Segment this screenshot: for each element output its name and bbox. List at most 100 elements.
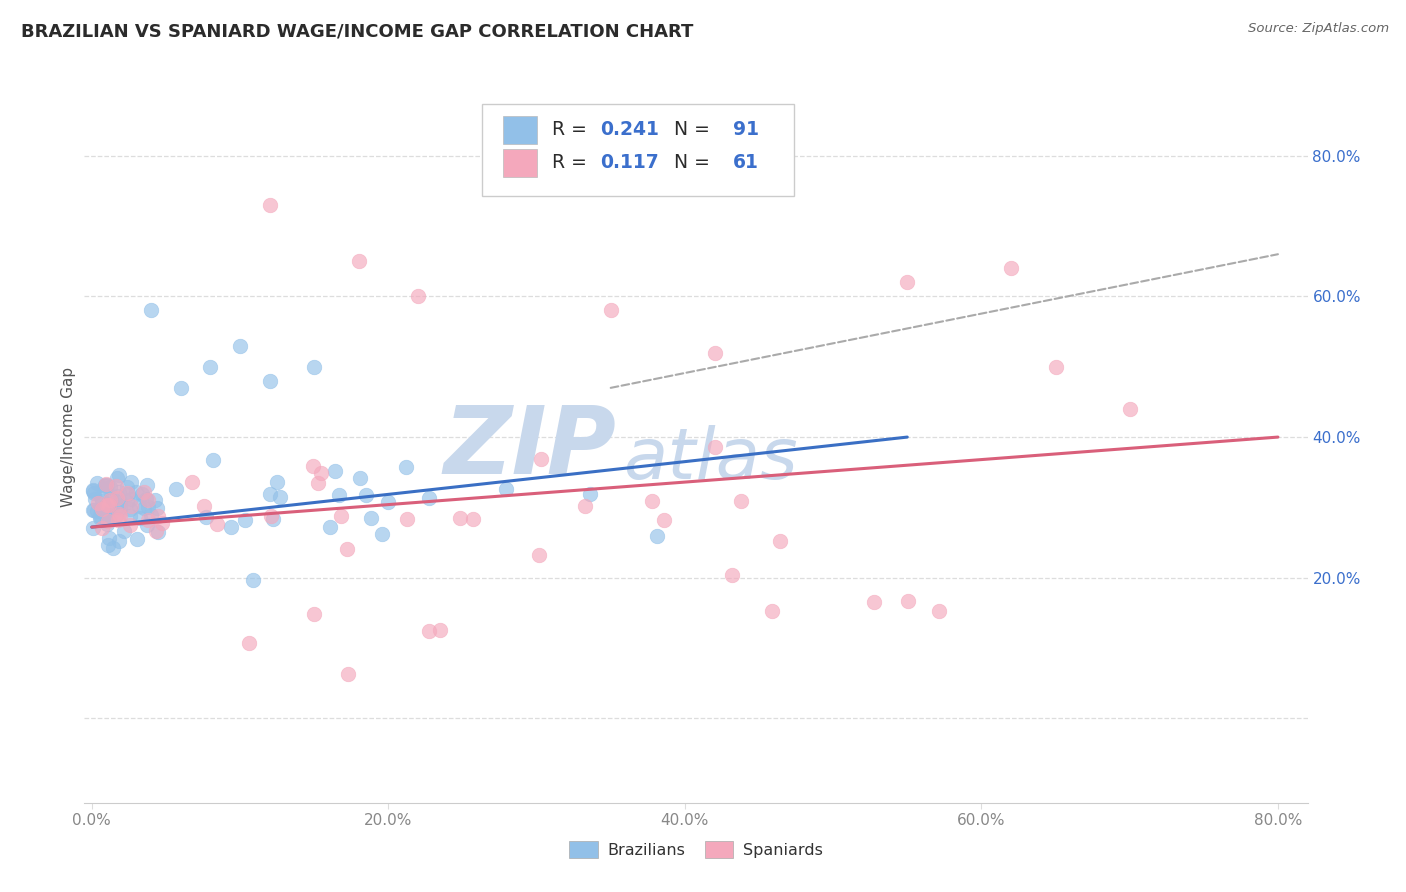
Text: ZIP: ZIP: [443, 402, 616, 494]
Point: [302, 607, 325, 622]
Point: [309, 466, 332, 480]
Point: [449, 510, 471, 524]
Point: [89, 508, 111, 523]
Point: [139, 303, 162, 318]
Point: [131, 487, 153, 501]
Point: [1000, 261, 1022, 276]
Point: [259, 198, 281, 212]
FancyBboxPatch shape: [503, 116, 537, 144]
Point: [647, 529, 669, 543]
Point: [170, 381, 193, 395]
Point: [135, 491, 157, 506]
Y-axis label: Wage/Income Gap: Wage/Income Gap: [60, 367, 76, 508]
Point: [138, 500, 160, 514]
Point: [96, 498, 118, 512]
Text: N =: N =: [662, 153, 716, 172]
Point: [90, 509, 112, 524]
Point: [769, 534, 792, 549]
Text: R =: R =: [551, 153, 599, 172]
Point: [104, 508, 127, 522]
Point: [117, 495, 139, 509]
Point: [136, 478, 159, 492]
Text: 0.241: 0.241: [600, 120, 659, 139]
Point: [574, 500, 596, 514]
Point: [82, 483, 104, 498]
Point: [89, 510, 111, 524]
Point: [108, 509, 131, 524]
Point: [120, 500, 142, 514]
Point: [118, 518, 141, 533]
Point: [138, 513, 160, 527]
Point: [94, 476, 117, 491]
Text: R =: R =: [551, 120, 592, 139]
Point: [205, 516, 228, 531]
Point: [83, 486, 105, 500]
Point: [118, 509, 141, 524]
Point: [82, 483, 104, 498]
Point: [269, 490, 291, 504]
Point: [704, 440, 727, 454]
Point: [928, 604, 950, 618]
Point: [101, 541, 124, 555]
Point: [195, 510, 218, 524]
Text: 91: 91: [733, 120, 759, 139]
Point: [138, 493, 160, 508]
Point: [125, 484, 148, 499]
Point: [115, 480, 138, 494]
Text: Source: ZipAtlas.com: Source: ZipAtlas.com: [1249, 22, 1389, 36]
Point: [377, 495, 399, 509]
Point: [110, 500, 132, 515]
Point: [599, 303, 621, 318]
Point: [93, 478, 115, 492]
Point: [100, 493, 122, 508]
Point: [307, 476, 329, 491]
Point: [761, 604, 783, 618]
FancyBboxPatch shape: [482, 104, 794, 195]
Point: [242, 573, 264, 587]
Point: [91, 493, 114, 508]
Point: [105, 500, 128, 515]
Point: [107, 508, 129, 522]
Point: [86, 503, 108, 517]
Point: [259, 374, 281, 388]
Point: [128, 500, 150, 514]
Point: [107, 513, 129, 527]
Point: [418, 624, 440, 638]
Point: [105, 491, 128, 505]
Point: [238, 636, 260, 650]
Point: [897, 593, 920, 607]
Point: [329, 509, 352, 524]
Point: [96, 513, 118, 527]
Point: [86, 475, 108, 490]
Point: [132, 500, 155, 515]
Point: [578, 487, 600, 501]
Point: [229, 338, 252, 352]
Point: [260, 508, 283, 523]
Point: [105, 489, 128, 503]
Point: [134, 485, 156, 500]
Point: [200, 359, 222, 374]
Point: [495, 482, 517, 496]
Point: [319, 520, 342, 534]
Point: [108, 468, 131, 483]
Point: [82, 503, 104, 517]
Point: [266, 475, 288, 489]
Point: [1118, 401, 1140, 416]
Point: [193, 499, 215, 513]
Point: [529, 548, 551, 562]
Point: [98, 492, 121, 507]
Point: [91, 502, 114, 516]
Point: [112, 524, 135, 538]
Point: [721, 568, 744, 582]
Point: [165, 483, 187, 497]
Point: [896, 276, 918, 290]
Point: [146, 500, 169, 515]
Point: [84, 491, 107, 506]
Point: [87, 496, 110, 510]
Point: [97, 514, 120, 528]
Point: [94, 502, 117, 516]
Point: [107, 484, 129, 499]
Point: [93, 504, 115, 518]
Point: [97, 509, 120, 524]
Point: [115, 486, 138, 500]
